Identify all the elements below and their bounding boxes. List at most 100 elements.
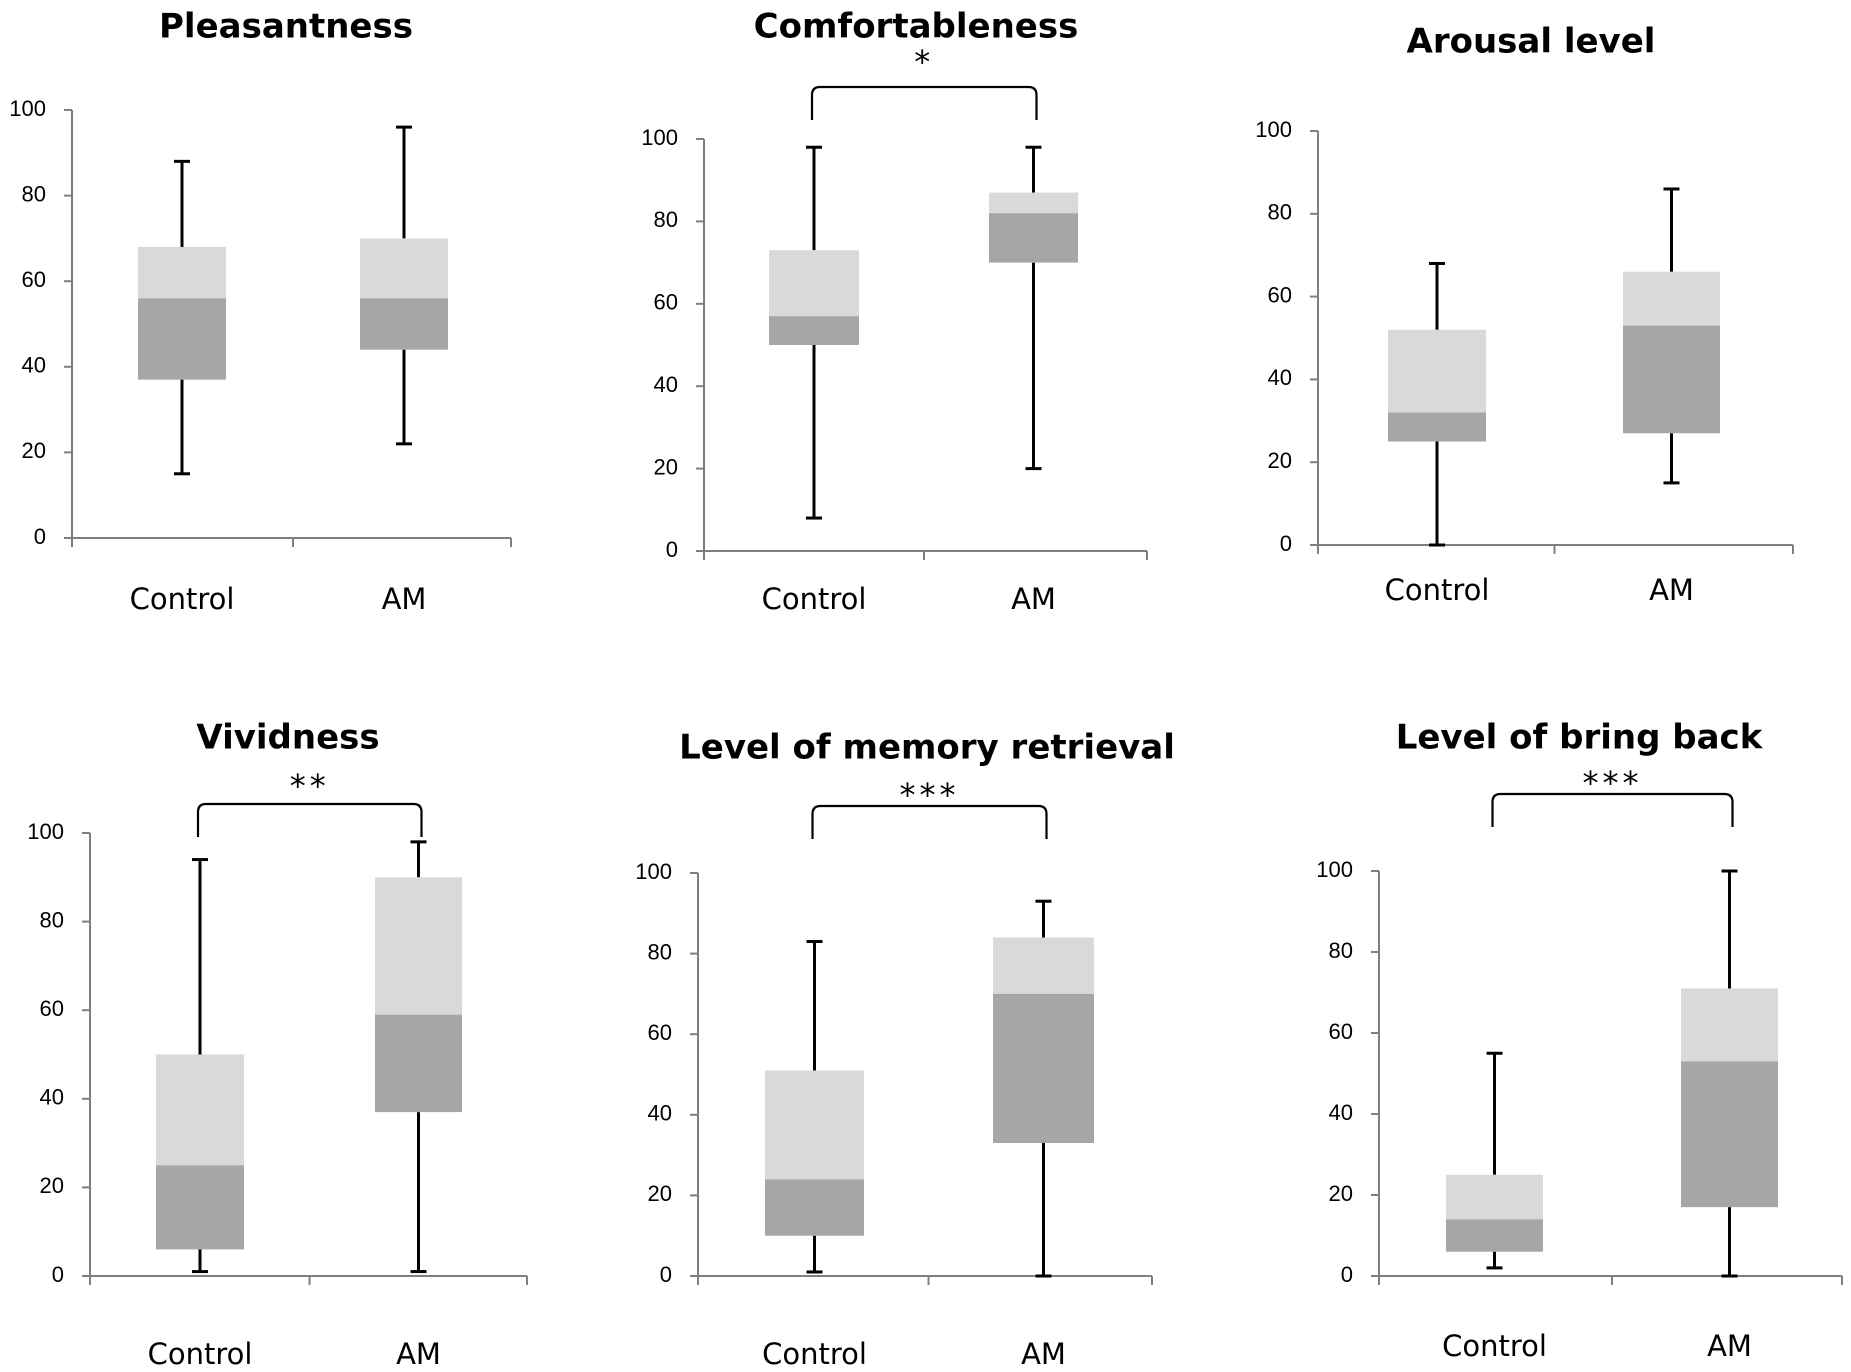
- y-tick-label: 20: [648, 1181, 672, 1206]
- y-tick-label: 20: [40, 1173, 64, 1198]
- upper-box: [769, 250, 859, 317]
- upper-box: [156, 1054, 244, 1166]
- significance-bracket: [810, 85, 1038, 120]
- y-tick-label: 100: [635, 859, 672, 884]
- y-tick-label: 80: [40, 907, 64, 932]
- chart-title: Pleasantness: [159, 7, 413, 47]
- y-tick-label: 60: [654, 290, 678, 315]
- y-tick-label: 40: [22, 353, 46, 378]
- box-control: [1446, 1051, 1543, 1270]
- y-tick-label: 0: [660, 1262, 672, 1287]
- y-tick-label: 80: [22, 181, 46, 206]
- significance-label: ***: [900, 776, 960, 814]
- upper-box: [993, 937, 1094, 994]
- box-control: [769, 145, 859, 520]
- y-tick-label: 20: [1329, 1181, 1353, 1206]
- chart-panel: Arousal level 0 20 40 60 80 100 Control AM: [1255, 22, 1794, 607]
- box-control: [156, 858, 244, 1274]
- y-tick-label: 100: [27, 819, 64, 844]
- y-tick-label: 0: [52, 1262, 64, 1287]
- x-category-label: AM: [1011, 582, 1056, 616]
- chart-title: Level of bring back: [1396, 718, 1764, 758]
- lower-box: [1388, 412, 1486, 442]
- x-category-label: Control: [130, 582, 235, 616]
- y-tick-label: 60: [648, 1020, 672, 1045]
- y-tick-label: 20: [1268, 448, 1292, 473]
- y-tick-label: 60: [1268, 282, 1292, 307]
- upper-box: [989, 192, 1078, 214]
- lower-box: [989, 213, 1078, 263]
- x-category-label: Control: [1442, 1329, 1547, 1363]
- box-am: [1681, 869, 1778, 1278]
- chart-panel: Vividness 0 20 40 60 80 100 Control AM **: [27, 718, 528, 1371]
- y-tick-label: 100: [1255, 117, 1292, 142]
- chart-title: Level of memory retrieval: [679, 728, 1175, 768]
- x-category-label: AM: [382, 582, 427, 616]
- y-tick-label: 40: [1268, 365, 1292, 390]
- lower-box: [769, 316, 859, 345]
- chart-panel: Comfortableness 0 20 40 60 80 100 Control AM *: [641, 7, 1148, 616]
- chart-title: Vividness: [196, 718, 379, 758]
- x-category-label: AM: [1707, 1329, 1752, 1363]
- x-category-label: AM: [1021, 1337, 1066, 1371]
- significance-label: *: [914, 43, 934, 81]
- significance-bracket: [196, 802, 423, 837]
- upper-box: [138, 246, 226, 299]
- y-tick-label: 0: [1280, 531, 1292, 556]
- lower-box: [1446, 1219, 1543, 1252]
- y-tick-label: 0: [666, 537, 678, 562]
- box-am: [375, 840, 462, 1274]
- chart-title: Arousal level: [1407, 22, 1656, 62]
- y-tick-label: 80: [1329, 938, 1353, 963]
- y-tick-label: 20: [654, 454, 678, 479]
- upper-box: [375, 877, 462, 1015]
- box-am: [993, 899, 1094, 1278]
- box-control: [138, 159, 226, 476]
- y-tick-label: 0: [34, 524, 46, 549]
- lower-box: [765, 1179, 864, 1236]
- y-tick-label: 20: [22, 438, 46, 463]
- y-tick-label: 80: [654, 207, 678, 232]
- chart-panel: Level of memory retrieval 0 20 40 60 80 100 Con…: [635, 728, 1175, 1372]
- y-tick-label: 60: [40, 996, 64, 1021]
- y-tick-label: 40: [1329, 1100, 1353, 1125]
- x-category-label: AM: [396, 1337, 441, 1371]
- lower-box: [993, 993, 1094, 1144]
- y-tick-label: 80: [1268, 200, 1292, 225]
- box-am: [1623, 187, 1720, 485]
- y-tick-label: 0: [1341, 1262, 1353, 1287]
- lower-box: [138, 298, 226, 380]
- chart-panel: Level of bring back 0 20 40 60 80 100 Control AM…: [1316, 718, 1843, 1363]
- y-tick-label: 80: [648, 939, 672, 964]
- significance-bracket: [1491, 792, 1734, 827]
- x-category-label: Control: [762, 1337, 867, 1371]
- y-tick-label: 100: [1316, 857, 1353, 882]
- lower-box: [375, 1014, 462, 1113]
- chart-title: Comfortableness: [754, 7, 1079, 47]
- y-tick-label: 40: [648, 1101, 672, 1126]
- y-tick-label: 60: [1329, 1019, 1353, 1044]
- y-tick-label: 100: [9, 96, 46, 121]
- x-category-label: Control: [762, 582, 867, 616]
- lower-box: [1623, 325, 1720, 434]
- upper-box: [360, 238, 448, 299]
- upper-box: [765, 1070, 864, 1180]
- lower-box: [360, 298, 448, 350]
- upper-box: [1388, 329, 1486, 413]
- box-am: [360, 125, 448, 446]
- significance-label: ***: [1583, 764, 1643, 802]
- y-tick-label: 100: [641, 125, 678, 150]
- y-tick-label: 40: [40, 1085, 64, 1110]
- x-category-label: AM: [1649, 573, 1694, 607]
- significance-bracket: [811, 804, 1048, 839]
- x-category-label: Control: [1385, 573, 1490, 607]
- y-tick-label: 60: [22, 267, 46, 292]
- significance-label: **: [290, 767, 330, 805]
- box-control: [1388, 261, 1486, 547]
- lower-box: [1681, 1061, 1778, 1208]
- upper-box: [1681, 988, 1778, 1062]
- x-category-label: Control: [148, 1337, 253, 1371]
- chart-panel: Pleasantness 0 20 40 60 80 100 Control AM: [9, 7, 512, 616]
